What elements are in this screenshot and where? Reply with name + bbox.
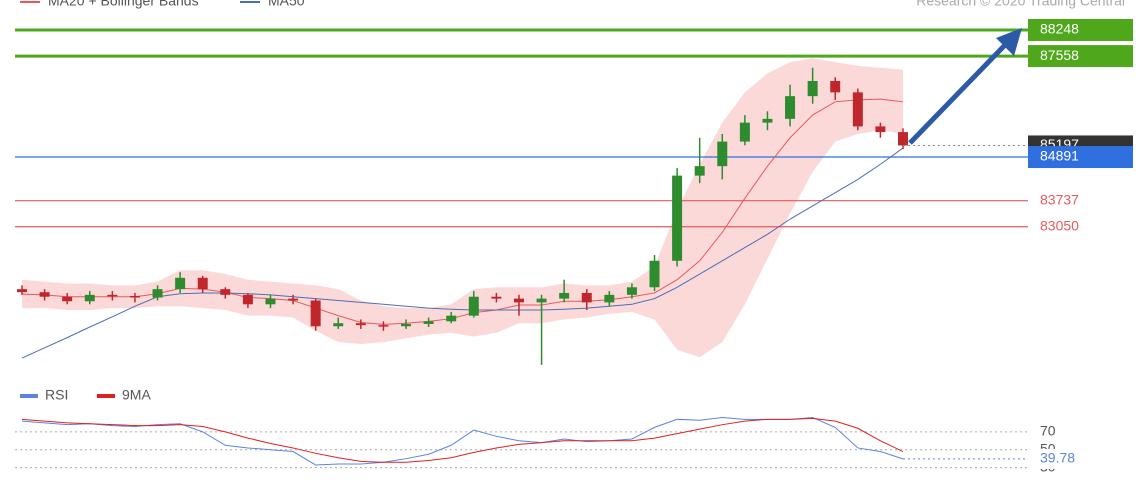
candle-body <box>581 292 592 303</box>
candle-body <box>513 298 524 303</box>
candle-body <box>423 321 434 324</box>
candle-body <box>62 296 73 302</box>
legend-label: MA20 + Bollinger Bands <box>48 0 199 9</box>
candle-body <box>152 289 163 298</box>
candle-body <box>333 323 344 327</box>
target-arrow <box>908 43 1007 145</box>
candle-body <box>898 132 908 146</box>
level-box <box>1028 18 1133 41</box>
candle-body <box>491 296 502 299</box>
rsi-ma-line <box>21 417 904 463</box>
candle-body <box>807 80 818 97</box>
candle-body <box>762 118 773 123</box>
candle-body <box>559 292 570 299</box>
rsi-legend-label: 9MA <box>122 387 151 403</box>
candle-body <box>785 96 796 119</box>
rsi-last-box <box>1028 448 1088 469</box>
candle-body <box>220 289 231 295</box>
candle-body <box>197 277 208 290</box>
candle-body <box>626 287 637 295</box>
target-arrowhead <box>996 28 1022 56</box>
legend-label: MA50 <box>268 0 305 9</box>
rsi-line <box>21 417 904 466</box>
candle-body <box>288 298 299 301</box>
candle-body <box>310 300 321 327</box>
candle-body <box>355 323 366 326</box>
candle-body <box>17 289 27 293</box>
candle-body <box>852 92 863 127</box>
candle-body <box>604 294 615 303</box>
level-box <box>1028 45 1133 68</box>
level-label: 84891 <box>1040 148 1079 164</box>
candle-body <box>265 298 276 305</box>
candle-body <box>84 294 95 302</box>
candle-body <box>717 141 728 167</box>
level-label: 88248 <box>1040 21 1079 37</box>
candle-body <box>175 277 186 290</box>
candle-body <box>378 325 389 327</box>
level-label: 87558 <box>1040 47 1079 63</box>
rsi-legend-label: RSI <box>45 387 68 403</box>
level-label: 83050 <box>1040 217 1079 233</box>
candle-body <box>739 122 750 142</box>
rsi-tick-label: 70 <box>1040 423 1056 439</box>
candle-body <box>129 295 140 298</box>
candle-body <box>694 166 705 176</box>
candle-body <box>830 80 841 93</box>
candle-body <box>649 260 660 288</box>
candle-body <box>468 296 479 316</box>
candle-body <box>672 175 683 261</box>
candle-body <box>536 298 547 303</box>
candle-body <box>401 323 412 327</box>
candle-body <box>875 126 886 133</box>
candle-body <box>242 294 253 305</box>
ma50-line <box>21 147 904 359</box>
candle-body <box>39 292 50 297</box>
candle-body <box>107 294 118 297</box>
bollinger-band <box>22 58 903 358</box>
ma20-line <box>21 98 904 325</box>
level-box <box>1028 146 1133 169</box>
level-label: 83737 <box>1040 191 1079 207</box>
rsi-last-label: 39.78 <box>1040 450 1075 466</box>
candle-body <box>446 315 457 322</box>
credit: Research © 2020 Trading Central <box>916 0 1125 9</box>
